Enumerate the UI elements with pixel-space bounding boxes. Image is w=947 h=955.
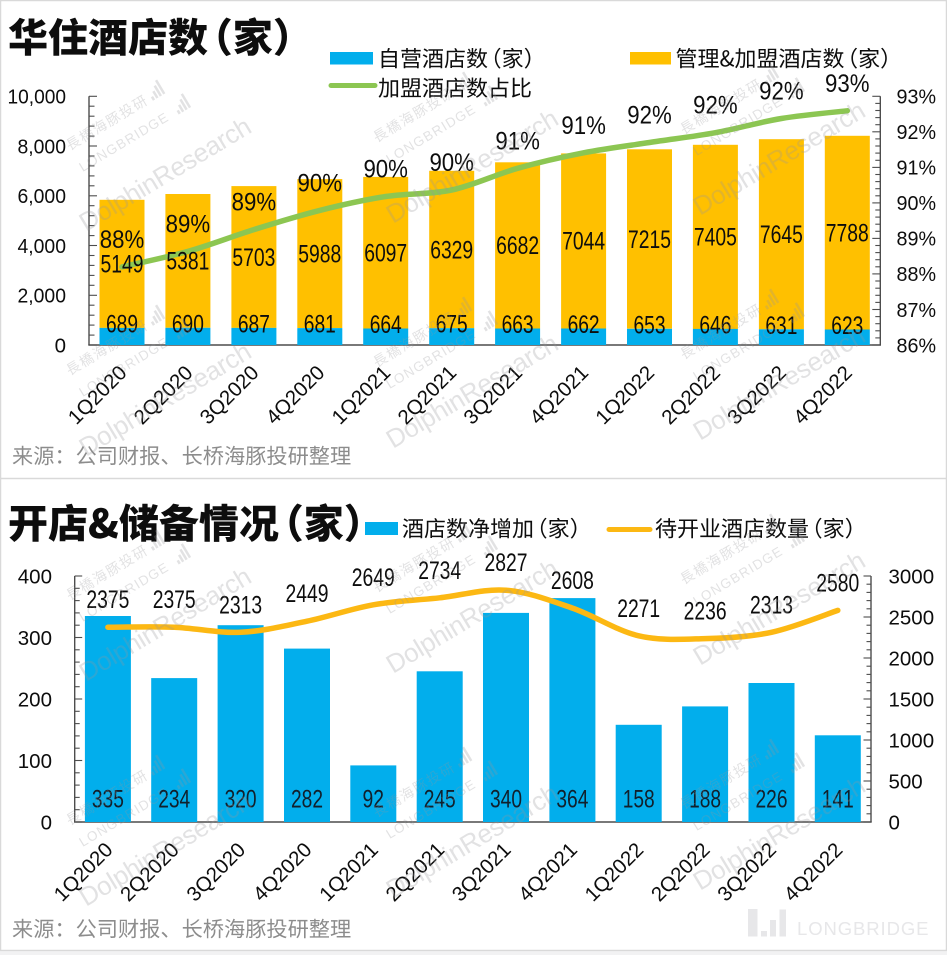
svg-text:282: 282 [291, 786, 323, 814]
svg-text:89%: 89% [166, 210, 211, 238]
svg-text:1500: 1500 [889, 688, 935, 711]
svg-text:90%: 90% [363, 156, 408, 184]
svg-text:364: 364 [556, 786, 588, 814]
svg-text:226: 226 [756, 786, 788, 814]
svg-text:6682: 6682 [496, 232, 539, 260]
svg-text:92%: 92% [693, 92, 738, 120]
svg-text:88%: 88% [897, 263, 937, 286]
svg-text:86%: 86% [897, 334, 937, 357]
svg-text:7215: 7215 [628, 226, 671, 254]
svg-text:5381: 5381 [166, 248, 209, 276]
svg-text:5988: 5988 [298, 240, 341, 268]
svg-text:690: 690 [172, 310, 204, 338]
svg-text:5703: 5703 [232, 244, 275, 272]
svg-text:92%: 92% [627, 102, 672, 130]
svg-text:335: 335 [92, 786, 124, 814]
svg-text:2271: 2271 [617, 595, 660, 623]
svg-text:7405: 7405 [694, 224, 737, 252]
svg-text:1000: 1000 [889, 729, 935, 752]
svg-text:6,000: 6,000 [18, 185, 67, 208]
svg-text:158: 158 [623, 786, 655, 814]
svg-text:245: 245 [424, 786, 456, 814]
svg-text:LONGBRIDGE: LONGBRIDGE [797, 918, 929, 939]
svg-text:623: 623 [831, 312, 863, 340]
svg-text:188: 188 [689, 786, 721, 814]
svg-text:200: 200 [18, 688, 52, 711]
svg-text:687: 687 [238, 310, 270, 338]
svg-text:91%: 91% [495, 127, 540, 155]
svg-text:91%: 91% [561, 112, 606, 140]
svg-text:2580: 2580 [816, 569, 859, 597]
svg-text:92%: 92% [897, 121, 937, 144]
svg-text:90%: 90% [429, 149, 474, 177]
svg-text:100: 100 [18, 750, 52, 773]
svg-text:89%: 89% [897, 228, 937, 251]
svg-text:646: 646 [699, 311, 731, 339]
svg-text:2,000: 2,000 [18, 285, 67, 308]
svg-text:2500: 2500 [889, 606, 935, 629]
svg-text:2313: 2313 [750, 591, 793, 619]
svg-text:10,000: 10,000 [8, 86, 67, 109]
svg-text:87%: 87% [897, 299, 937, 322]
svg-text:234: 234 [158, 786, 190, 814]
svg-text:6329: 6329 [430, 236, 473, 264]
svg-text:2608: 2608 [551, 567, 594, 595]
svg-text:90%: 90% [897, 192, 937, 215]
svg-text:2734: 2734 [418, 557, 461, 585]
svg-text:92: 92 [363, 786, 385, 814]
svg-text:653: 653 [634, 311, 666, 339]
svg-text:2236: 2236 [684, 598, 727, 626]
svg-text:88%: 88% [100, 226, 145, 254]
svg-text:2649: 2649 [352, 564, 395, 592]
svg-text:689: 689 [106, 310, 138, 338]
svg-text:3000: 3000 [889, 565, 935, 588]
svg-text:681: 681 [304, 311, 336, 339]
svg-text:300: 300 [18, 627, 52, 650]
svg-text:664: 664 [370, 311, 402, 339]
svg-text:7645: 7645 [760, 221, 803, 249]
svg-text:89%: 89% [232, 189, 277, 217]
svg-text:500: 500 [889, 770, 923, 793]
svg-text:2827: 2827 [485, 549, 528, 577]
svg-text:662: 662 [568, 311, 600, 339]
svg-text:90%: 90% [298, 169, 343, 197]
svg-text:340: 340 [490, 786, 522, 814]
svg-text:400: 400 [18, 565, 52, 588]
svg-text:2375: 2375 [153, 586, 196, 614]
svg-text:631: 631 [765, 312, 797, 340]
svg-text:663: 663 [502, 311, 534, 339]
svg-text:8,000: 8,000 [18, 135, 67, 158]
svg-text:2449: 2449 [286, 580, 329, 608]
svg-text:4,000: 4,000 [18, 235, 67, 258]
svg-text:320: 320 [225, 786, 257, 814]
svg-text:2375: 2375 [86, 586, 129, 614]
svg-text:0: 0 [41, 811, 52, 834]
svg-text:6097: 6097 [364, 240, 407, 268]
svg-text:92%: 92% [759, 78, 804, 106]
svg-text:675: 675 [436, 311, 468, 339]
svg-text:0: 0 [55, 334, 66, 357]
svg-text:5149: 5149 [101, 251, 144, 279]
svg-text:93%: 93% [825, 70, 870, 98]
svg-text:2313: 2313 [219, 591, 262, 619]
svg-text:0: 0 [889, 811, 900, 834]
svg-text:141: 141 [822, 786, 854, 814]
svg-text:7044: 7044 [562, 228, 605, 256]
svg-text:7788: 7788 [826, 220, 869, 248]
svg-text:91%: 91% [897, 157, 937, 180]
svg-text:93%: 93% [897, 86, 937, 109]
svg-text:2000: 2000 [889, 647, 935, 670]
